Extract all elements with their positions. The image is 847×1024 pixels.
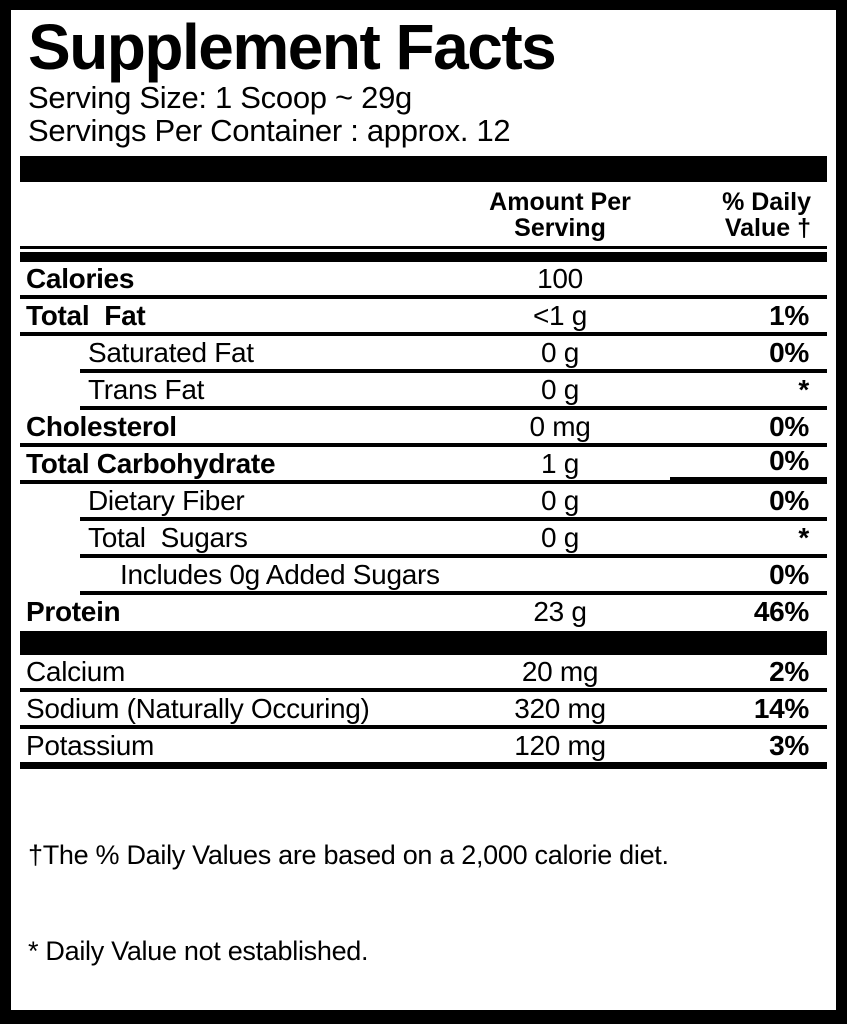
nutrient-row-cells: Potassium 120 mg 3% — [20, 729, 827, 762]
nutrient-name: Calories — [26, 262, 135, 294]
nutrient-row: Protein 23 g 46% — [20, 595, 827, 628]
nutrient-row: Total Fat <1 g 1% — [20, 299, 827, 337]
nutrient-row: Potassium 120 mg 3% — [20, 729, 827, 770]
row-divider — [20, 332, 827, 337]
nutrient-row: Cholesterol 0 mg 0% — [20, 410, 827, 448]
divider-bar-protein — [20, 631, 827, 656]
divider-bar-top — [20, 156, 827, 183]
nutrient-rows-section: Calories 100 Total Fat <1 g 1% Saturated… — [20, 262, 827, 628]
nutrient-amount: 100 — [537, 262, 583, 294]
nutrient-row-cells: Protein 23 g 46% — [20, 595, 827, 628]
nutrient-row: Saturated Fat 0 g 0% — [20, 336, 827, 374]
nutrient-row-cells: Saturated Fat 0 g 0% — [20, 336, 827, 369]
column-header-amount-per-serving: Amount Per Serving — [489, 188, 631, 243]
nutrient-daily-value: 14% — [753, 692, 809, 724]
nutrient-name: Cholesterol — [26, 410, 177, 442]
row-divider — [80, 591, 827, 596]
nutrient-name: Sodium (Naturally Occuring) — [26, 692, 370, 724]
divider-bar-header — [20, 252, 827, 263]
nutrient-name: Potassium — [26, 729, 155, 761]
nutrient-name: Includes 0g Added Sugars — [120, 558, 440, 590]
serving-size-line: Serving Size: 1 Scoop ~ 29g — [28, 80, 412, 116]
nutrient-amount: 0 g — [540, 484, 580, 516]
row-divider — [20, 688, 827, 693]
nutrient-row-cells: Trans Fat 0 g * — [20, 373, 827, 406]
nutrient-row-cells: Cholesterol 0 mg 0% — [20, 410, 827, 443]
nutrient-amount: 0 g — [540, 521, 580, 553]
nutrient-row: Dietary Fiber 0 g 0% — [20, 484, 827, 522]
row-divider — [20, 762, 827, 770]
nutrient-daily-value: * — [798, 373, 809, 405]
row-divider — [80, 369, 827, 374]
nutrient-row-cells: Sodium (Naturally Occuring) 320 mg 14% — [20, 692, 827, 725]
nutrient-row-cells: Total Fat <1 g 1% — [20, 299, 827, 332]
nutrient-row: Calcium 20 mg 2% — [20, 655, 827, 693]
column-header-percent-daily-value: % Daily Value † — [722, 188, 811, 243]
nutrient-row-cells: Total Carbohydrate 1 g 0% — [20, 445, 827, 481]
row-divider — [80, 554, 827, 559]
nutrient-row: Calories 100 — [20, 262, 827, 300]
nutrient-row: Includes 0g Added Sugars 0% — [20, 558, 827, 596]
nutrient-daily-value: 0% — [769, 336, 809, 368]
nutrient-amount: <1 g — [532, 299, 588, 331]
label-title: Supplement Facts — [28, 11, 557, 83]
nutrient-daily-value: * — [798, 521, 809, 553]
nutrient-name: Total Fat — [26, 299, 146, 331]
nutrient-amount: 0 mg — [529, 410, 591, 442]
nutrient-row-cells: Total Sugars 0 g * — [20, 521, 827, 554]
nutrient-name: Total Carbohydrate — [26, 447, 276, 479]
nutrient-amount: 23 g — [533, 595, 587, 627]
nutrient-row: Total Carbohydrate 1 g 0% — [20, 445, 827, 485]
nutrient-row-cells: Calories 100 — [20, 262, 827, 295]
nutrient-amount: 0 g — [540, 336, 580, 368]
column-header-row: Amount Per Serving % Daily Value † — [20, 182, 827, 250]
nutrient-row: Sodium (Naturally Occuring) 320 mg 14% — [20, 692, 827, 730]
nutrient-amount: 120 mg — [514, 729, 606, 761]
nutrient-daily-value: 0% — [769, 558, 809, 590]
nutrient-name: Trans Fat — [88, 373, 205, 405]
row-divider — [20, 725, 827, 730]
footnote-daily-values: †The % Daily Values are based on a 2,000… — [28, 840, 669, 871]
nutrient-daily-value: 1% — [769, 299, 809, 331]
footnote-not-established: * Daily Value not established. — [28, 936, 369, 967]
nutrient-amount: 320 mg — [514, 692, 606, 724]
nutrient-row-cells: Calcium 20 mg 2% — [20, 655, 827, 688]
nutrient-name: Saturated Fat — [88, 336, 254, 368]
mineral-rows-section: Calcium 20 mg 2% Sodium (Naturally Occur… — [20, 655, 827, 770]
nutrient-row-cells: Dietary Fiber 0 g 0% — [20, 484, 827, 517]
nutrient-daily-value: 46% — [753, 595, 809, 627]
nutrient-row: Total Sugars 0 g * — [20, 521, 827, 559]
nutrient-row-cells: Includes 0g Added Sugars 0% — [20, 558, 827, 591]
row-divider — [80, 517, 827, 522]
row-divider — [20, 443, 827, 448]
nutrient-name: Dietary Fiber — [88, 484, 245, 516]
supplement-facts-label: Supplement Facts Serving Size: 1 Scoop ~… — [11, 10, 836, 1010]
nutrient-name: Calcium — [26, 655, 126, 687]
nutrient-daily-value: 0% — [769, 410, 809, 442]
nutrient-row: Trans Fat 0 g * — [20, 373, 827, 411]
nutrient-amount: 1 g — [540, 447, 580, 479]
nutrient-daily-value: 2% — [769, 655, 809, 687]
row-divider — [20, 480, 827, 485]
nutrient-daily-value: 0% — [670, 445, 827, 481]
footnotes-block: †The % Daily Values are based on a 2,000… — [28, 775, 827, 1010]
row-divider — [80, 406, 827, 411]
nutrient-name: Protein — [26, 595, 121, 627]
nutrient-amount: 20 mg — [521, 655, 599, 687]
servings-per-container-line: Servings Per Container : approx. 12 — [28, 113, 511, 149]
nutrient-daily-value: 3% — [769, 729, 809, 761]
nutrient-amount: 0 g — [540, 373, 580, 405]
nutrient-daily-value: 0% — [769, 484, 809, 516]
row-divider — [20, 295, 827, 300]
nutrient-name: Total Sugars — [88, 521, 248, 553]
